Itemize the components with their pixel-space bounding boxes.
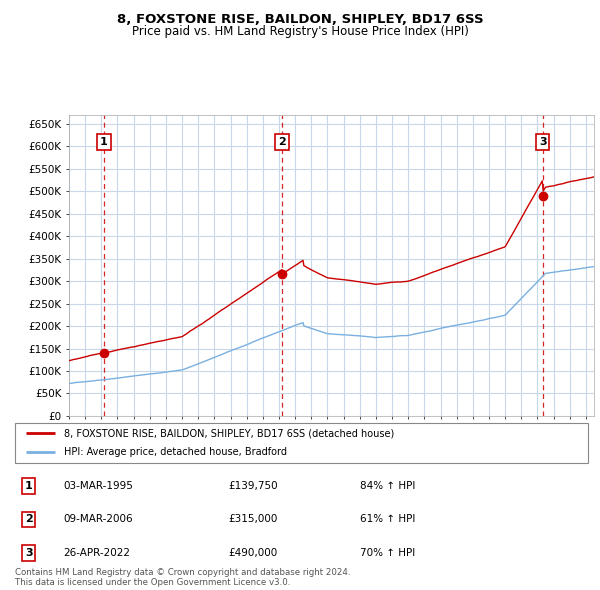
Text: Price paid vs. HM Land Registry's House Price Index (HPI): Price paid vs. HM Land Registry's House …	[131, 25, 469, 38]
Text: 84% ↑ HPI: 84% ↑ HPI	[360, 481, 415, 491]
Text: 8, FOXSTONE RISE, BAILDON, SHIPLEY, BD17 6SS (detached house): 8, FOXSTONE RISE, BAILDON, SHIPLEY, BD17…	[64, 428, 394, 438]
Text: 1: 1	[25, 481, 32, 491]
Text: 8, FOXSTONE RISE, BAILDON, SHIPLEY, BD17 6SS: 8, FOXSTONE RISE, BAILDON, SHIPLEY, BD17…	[116, 13, 484, 26]
Text: 03-MAR-1995: 03-MAR-1995	[63, 481, 133, 491]
Text: £315,000: £315,000	[228, 514, 277, 525]
Text: 70% ↑ HPI: 70% ↑ HPI	[360, 548, 415, 558]
Text: £139,750: £139,750	[228, 481, 278, 491]
Text: 3: 3	[25, 548, 32, 558]
Text: 26-APR-2022: 26-APR-2022	[63, 548, 130, 558]
Text: 3: 3	[539, 137, 547, 147]
Text: Contains HM Land Registry data © Crown copyright and database right 2024.
This d: Contains HM Land Registry data © Crown c…	[15, 568, 350, 587]
Text: 09-MAR-2006: 09-MAR-2006	[63, 514, 133, 525]
Text: 1: 1	[100, 137, 108, 147]
Text: 2: 2	[25, 514, 32, 525]
Text: £490,000: £490,000	[228, 548, 277, 558]
Text: 2: 2	[278, 137, 286, 147]
Text: HPI: Average price, detached house, Bradford: HPI: Average price, detached house, Brad…	[64, 447, 287, 457]
Text: 61% ↑ HPI: 61% ↑ HPI	[360, 514, 415, 525]
